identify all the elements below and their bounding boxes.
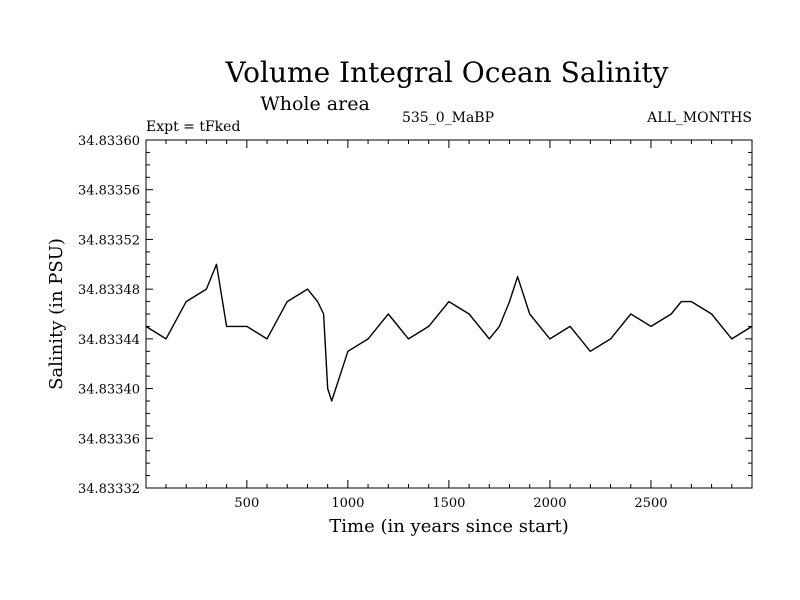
plot-frame bbox=[145, 139, 753, 489]
x-tick-label: 2500 bbox=[634, 496, 667, 511]
x-tick-label: 1500 bbox=[432, 496, 465, 511]
x-tick-label: 1000 bbox=[331, 496, 364, 511]
x-axis-label: Time (in years since start) bbox=[329, 516, 569, 537]
y-tick-label: 34.83352 bbox=[78, 233, 140, 248]
chart-title: Volume Integral Ocean Salinity bbox=[225, 56, 669, 89]
y-axis-label: Salinity (in PSU) bbox=[46, 238, 67, 390]
y-tick-label: 34.83344 bbox=[78, 333, 140, 348]
x-tick-label: 2000 bbox=[533, 496, 566, 511]
y-tick-label: 34.83332 bbox=[78, 482, 140, 497]
x-axis: 500 1000 1500 2000 2500 bbox=[165, 140, 733, 511]
y-tick-label: 34.83360 bbox=[78, 134, 140, 149]
series-layer bbox=[145, 263, 753, 402]
y-axis: 34.83332 34.83336 34.83340 34.83344 34.83348… bbox=[78, 134, 752, 497]
y-tick-label: 34.83356 bbox=[78, 184, 140, 199]
chart-subtitle: Whole area bbox=[260, 93, 370, 115]
y-tick-label: 34.83336 bbox=[78, 432, 140, 447]
months-label: ALL_MONTHS bbox=[646, 110, 752, 126]
period-label: 535_0_MaBP bbox=[402, 110, 494, 126]
x-tick-label: 500 bbox=[234, 496, 259, 511]
y-tick-label: 34.83348 bbox=[78, 283, 140, 298]
experiment-label: Expt = tFked bbox=[146, 119, 240, 135]
series-line bbox=[145, 263, 753, 402]
y-tick-label: 34.83340 bbox=[78, 383, 140, 398]
